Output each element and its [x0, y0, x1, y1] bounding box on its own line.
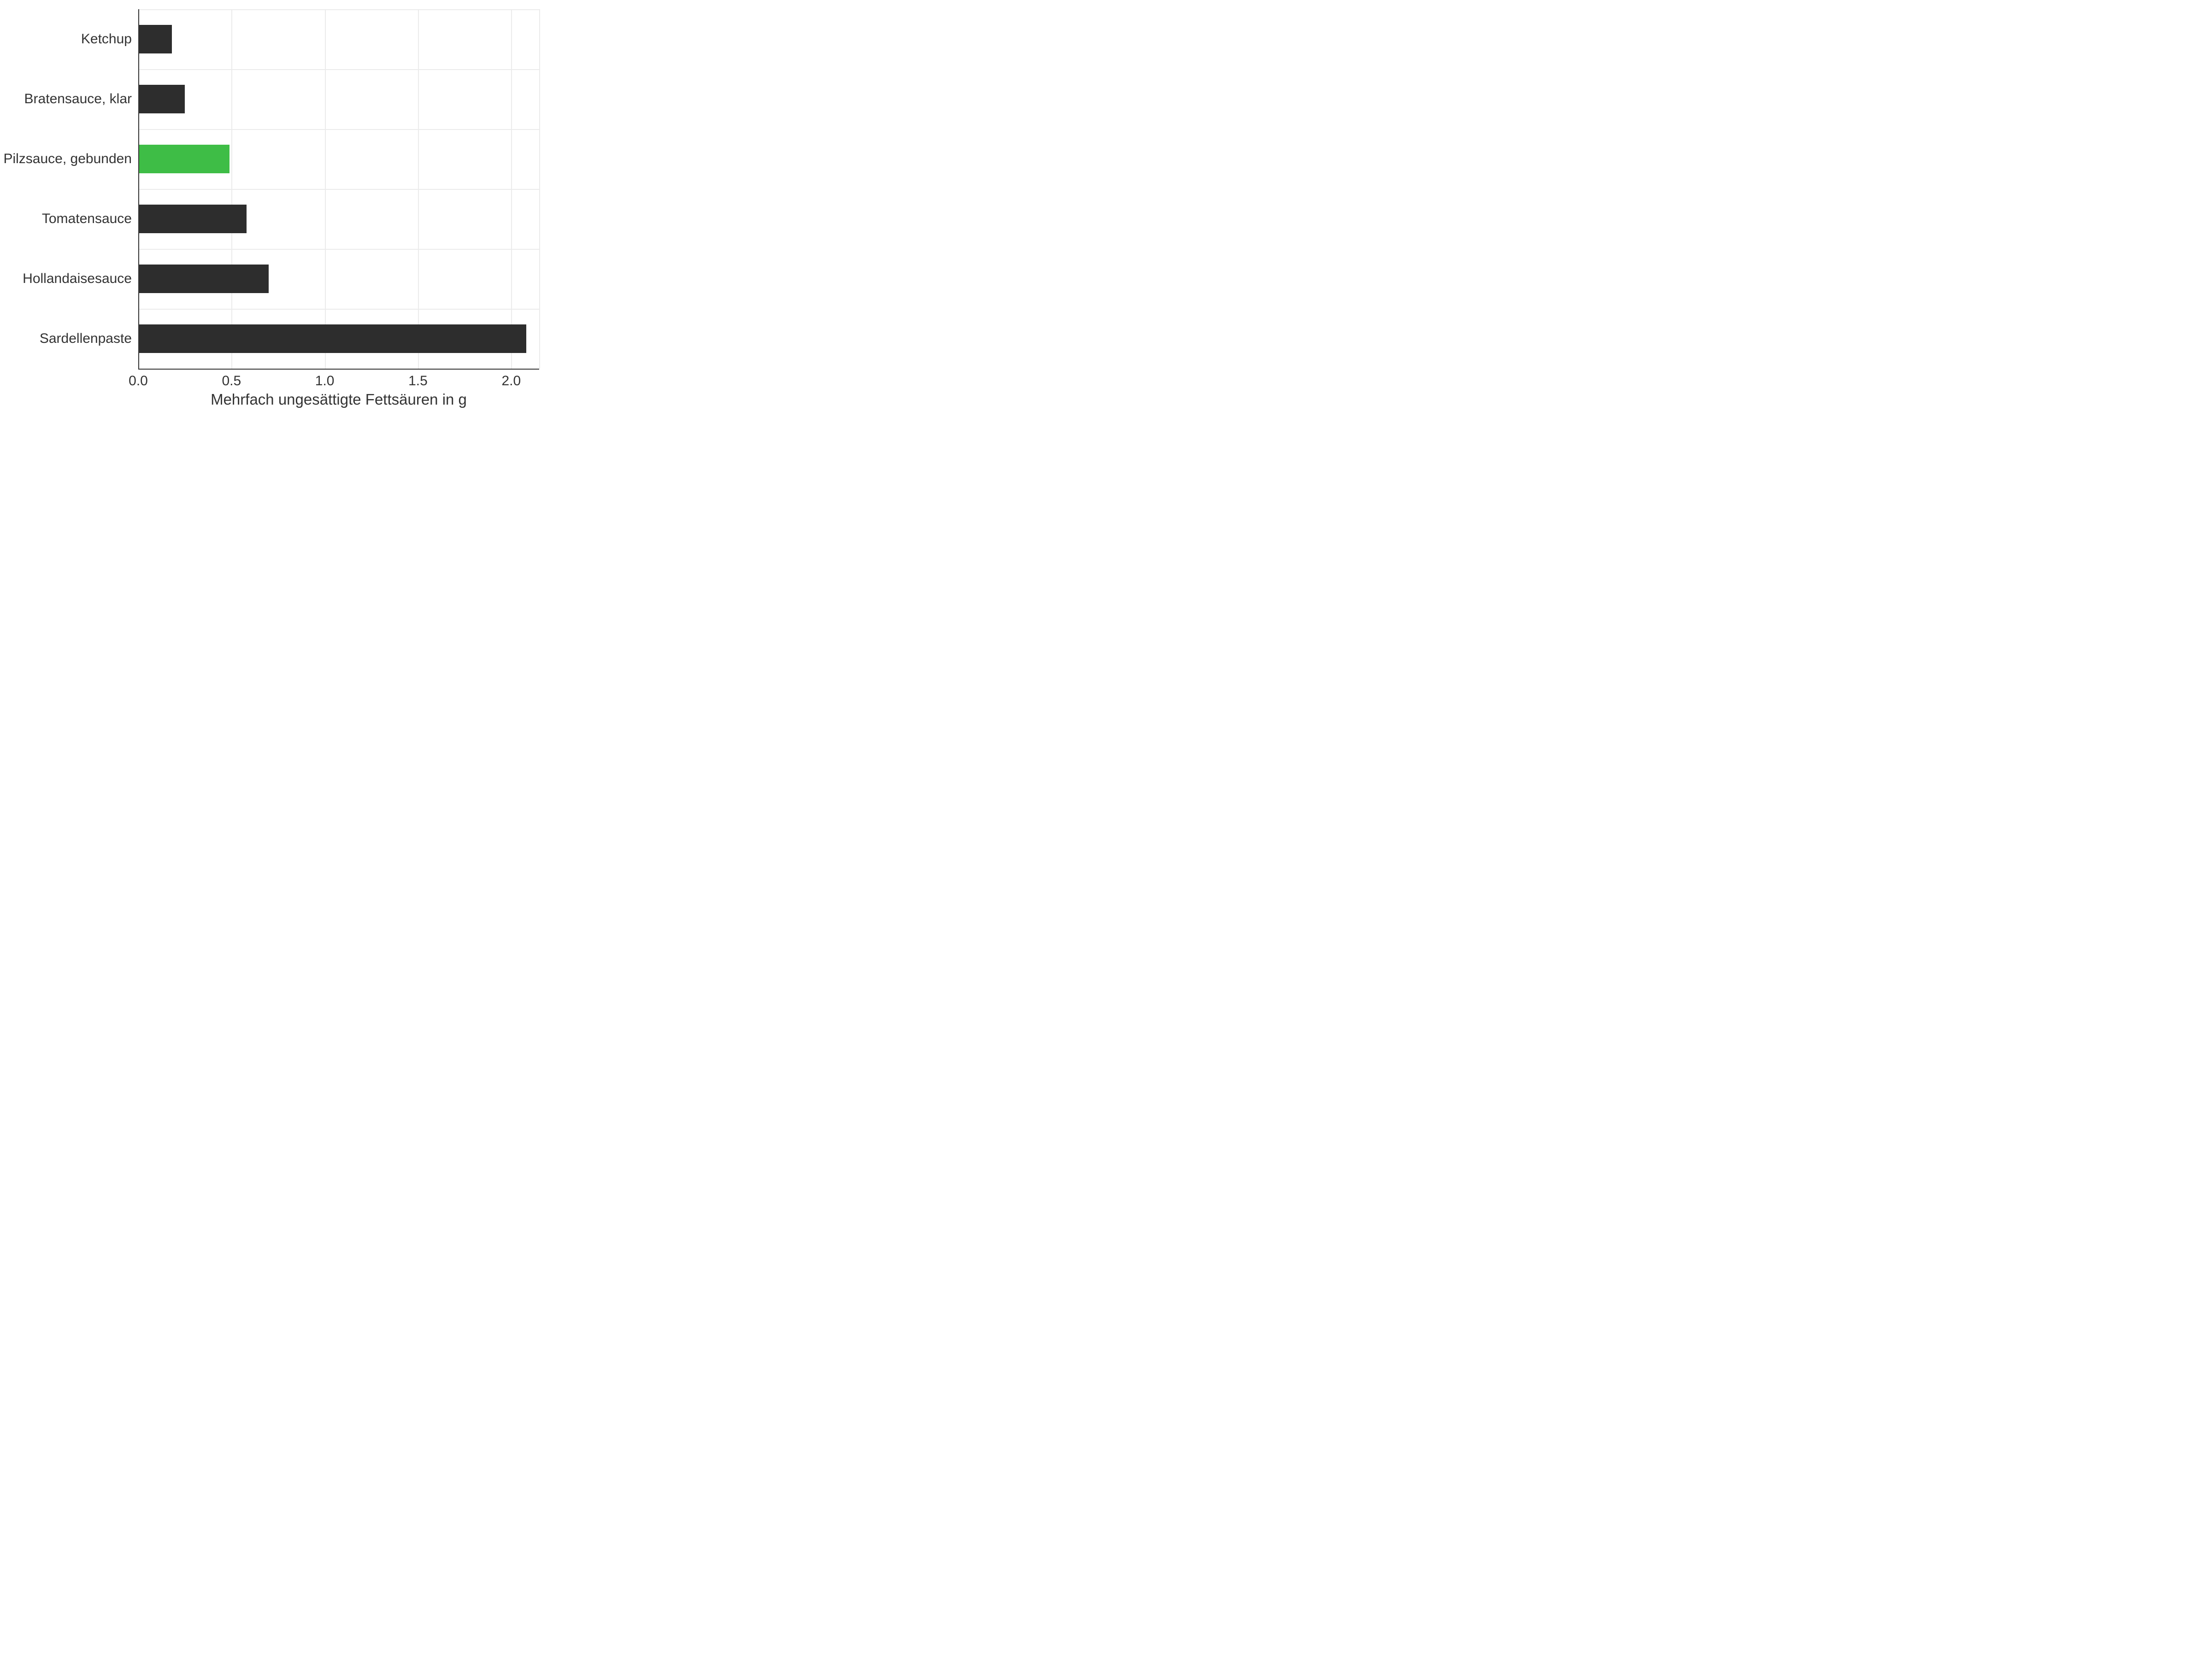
- bar: [138, 324, 526, 353]
- grid-h: [138, 9, 539, 10]
- grid-v: [231, 9, 232, 369]
- grid-h: [138, 249, 539, 250]
- y-category-label: Tomatensauce: [42, 211, 132, 227]
- y-category-label: Hollandaisesauce: [23, 271, 132, 287]
- bar: [138, 265, 269, 293]
- x-tick-label: 1.5: [408, 373, 428, 389]
- y-category-label: Sardellenpaste: [40, 331, 132, 347]
- x-axis-line: [138, 369, 539, 370]
- x-tick-label: 0.5: [222, 373, 241, 389]
- grid-h: [138, 189, 539, 190]
- x-tick-label: 0.0: [129, 373, 148, 389]
- bar: [138, 145, 229, 173]
- bar: [138, 25, 172, 53]
- grid-h: [138, 69, 539, 70]
- x-tick-label: 1.0: [315, 373, 335, 389]
- bar: [138, 85, 185, 113]
- grid-h: [138, 309, 539, 310]
- y-category-label: Pilzsauce, gebunden: [3, 151, 132, 167]
- y-category-label: Bratensauce, klar: [24, 91, 132, 107]
- x-tick-label: 2.0: [501, 373, 521, 389]
- plot-area: [138, 9, 539, 369]
- grid-v: [511, 9, 512, 369]
- grid-v: [539, 9, 540, 369]
- grid-v: [418, 9, 419, 369]
- bar-chart: Ketchup Bratensauce, klar Pilzsauce, gebun…: [0, 0, 553, 415]
- y-category-label: Ketchup: [81, 31, 132, 47]
- x-axis-title: Mehrfach ungesättigte Fettsäuren in g: [211, 391, 467, 408]
- grid-v: [325, 9, 326, 369]
- grid-h: [138, 129, 539, 130]
- y-axis-line: [138, 9, 139, 369]
- bar: [138, 205, 247, 233]
